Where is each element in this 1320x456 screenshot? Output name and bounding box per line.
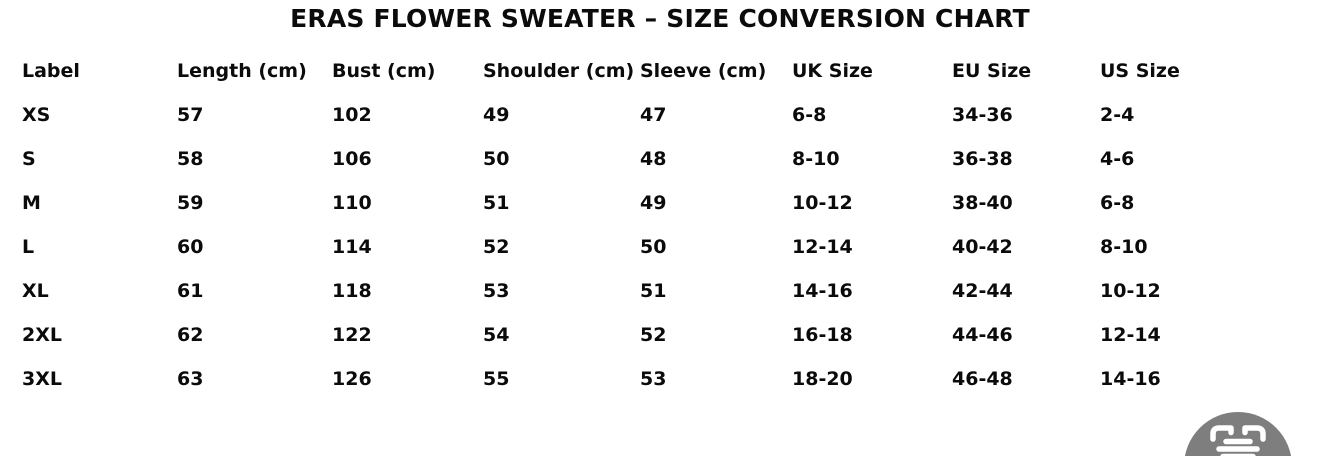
size-label-cell: L bbox=[22, 236, 35, 258]
shoulder-cell: 53 bbox=[483, 280, 510, 302]
eu-size-cell: 40-42 bbox=[952, 236, 1013, 258]
length-cell: 58 bbox=[177, 148, 204, 170]
column-header-label: Label bbox=[22, 60, 80, 82]
length-cell: 61 bbox=[177, 280, 204, 302]
eu-size-cell: 42-44 bbox=[952, 280, 1013, 302]
column-header-bust: Bust (cm) bbox=[332, 60, 436, 82]
shoulder-cell: 51 bbox=[483, 192, 510, 214]
bust-cell: 106 bbox=[332, 148, 372, 170]
eu-size-cell: 46-48 bbox=[952, 368, 1013, 390]
column-header-sleeve: Sleeve (cm) bbox=[640, 60, 767, 82]
us-size-cell: 12-14 bbox=[1100, 324, 1161, 346]
sleeve-cell: 49 bbox=[640, 192, 667, 214]
length-cell: 60 bbox=[177, 236, 204, 258]
bust-cell: 110 bbox=[332, 192, 372, 214]
shoulder-cell: 52 bbox=[483, 236, 510, 258]
uk-size-cell: 18-20 bbox=[792, 368, 853, 390]
scan-text-fab[interactable] bbox=[1184, 412, 1292, 456]
us-size-cell: 2-4 bbox=[1100, 104, 1135, 126]
sleeve-cell: 48 bbox=[640, 148, 667, 170]
column-header-uk-size: UK Size bbox=[792, 60, 873, 82]
sleeve-cell: 51 bbox=[640, 280, 667, 302]
table-row-xl: XL 61 118 53 51 14-16 42-44 10-12 bbox=[22, 269, 1320, 313]
sleeve-cell: 47 bbox=[640, 104, 667, 126]
bust-cell: 114 bbox=[332, 236, 372, 258]
uk-size-cell: 16-18 bbox=[792, 324, 853, 346]
bust-cell: 102 bbox=[332, 104, 372, 126]
length-cell: 63 bbox=[177, 368, 204, 390]
us-size-cell: 10-12 bbox=[1100, 280, 1161, 302]
sleeve-cell: 52 bbox=[640, 324, 667, 346]
size-label-cell: XL bbox=[22, 280, 49, 302]
table-row-xs: XS 57 102 49 47 6-8 34-36 2-4 bbox=[22, 93, 1320, 137]
size-label-cell: XS bbox=[22, 104, 51, 126]
page-title: ERAS FLOWER SWEATER – SIZE CONVERSION CH… bbox=[290, 4, 1030, 33]
length-cell: 62 bbox=[177, 324, 204, 346]
column-header-us-size: US Size bbox=[1100, 60, 1180, 82]
shoulder-cell: 49 bbox=[483, 104, 510, 126]
us-size-cell: 8-10 bbox=[1100, 236, 1148, 258]
uk-size-cell: 8-10 bbox=[792, 148, 840, 170]
us-size-cell: 6-8 bbox=[1100, 192, 1135, 214]
table-row-s: S 58 106 50 48 8-10 36-38 4-6 bbox=[22, 137, 1320, 181]
size-label-cell: 2XL bbox=[22, 324, 62, 346]
size-label-cell: S bbox=[22, 148, 36, 170]
size-conversion-table: Label Length (cm) Bust (cm) Shoulder (cm… bbox=[22, 49, 1320, 401]
table-row-3xl: 3XL 63 126 55 53 18-20 46-48 14-16 bbox=[22, 357, 1320, 401]
eu-size-cell: 38-40 bbox=[952, 192, 1013, 214]
column-header-eu-size: EU Size bbox=[952, 60, 1032, 82]
eu-size-cell: 34-36 bbox=[952, 104, 1013, 126]
sleeve-cell: 50 bbox=[640, 236, 667, 258]
column-header-length: Length (cm) bbox=[177, 60, 307, 82]
size-label-cell: M bbox=[22, 192, 41, 214]
eu-size-cell: 36-38 bbox=[952, 148, 1013, 170]
bust-cell: 118 bbox=[332, 280, 372, 302]
table-row-2xl: 2XL 62 122 54 52 16-18 44-46 12-14 bbox=[22, 313, 1320, 357]
us-size-cell: 4-6 bbox=[1100, 148, 1135, 170]
scan-text-icon bbox=[1210, 425, 1266, 456]
table-header-row: Label Length (cm) Bust (cm) Shoulder (cm… bbox=[22, 49, 1320, 93]
length-cell: 57 bbox=[177, 104, 204, 126]
table-row-m: M 59 110 51 49 10-12 38-40 6-8 bbox=[22, 181, 1320, 225]
table-row-l: L 60 114 52 50 12-14 40-42 8-10 bbox=[22, 225, 1320, 269]
uk-size-cell: 10-12 bbox=[792, 192, 853, 214]
size-label-cell: 3XL bbox=[22, 368, 62, 390]
uk-size-cell: 12-14 bbox=[792, 236, 853, 258]
bust-cell: 122 bbox=[332, 324, 372, 346]
us-size-cell: 14-16 bbox=[1100, 368, 1161, 390]
shoulder-cell: 54 bbox=[483, 324, 510, 346]
bust-cell: 126 bbox=[332, 368, 372, 390]
length-cell: 59 bbox=[177, 192, 204, 214]
uk-size-cell: 14-16 bbox=[792, 280, 853, 302]
shoulder-cell: 55 bbox=[483, 368, 510, 390]
sleeve-cell: 53 bbox=[640, 368, 667, 390]
eu-size-cell: 44-46 bbox=[952, 324, 1013, 346]
uk-size-cell: 6-8 bbox=[792, 104, 827, 126]
column-header-shoulder: Shoulder (cm) bbox=[483, 60, 635, 82]
shoulder-cell: 50 bbox=[483, 148, 510, 170]
